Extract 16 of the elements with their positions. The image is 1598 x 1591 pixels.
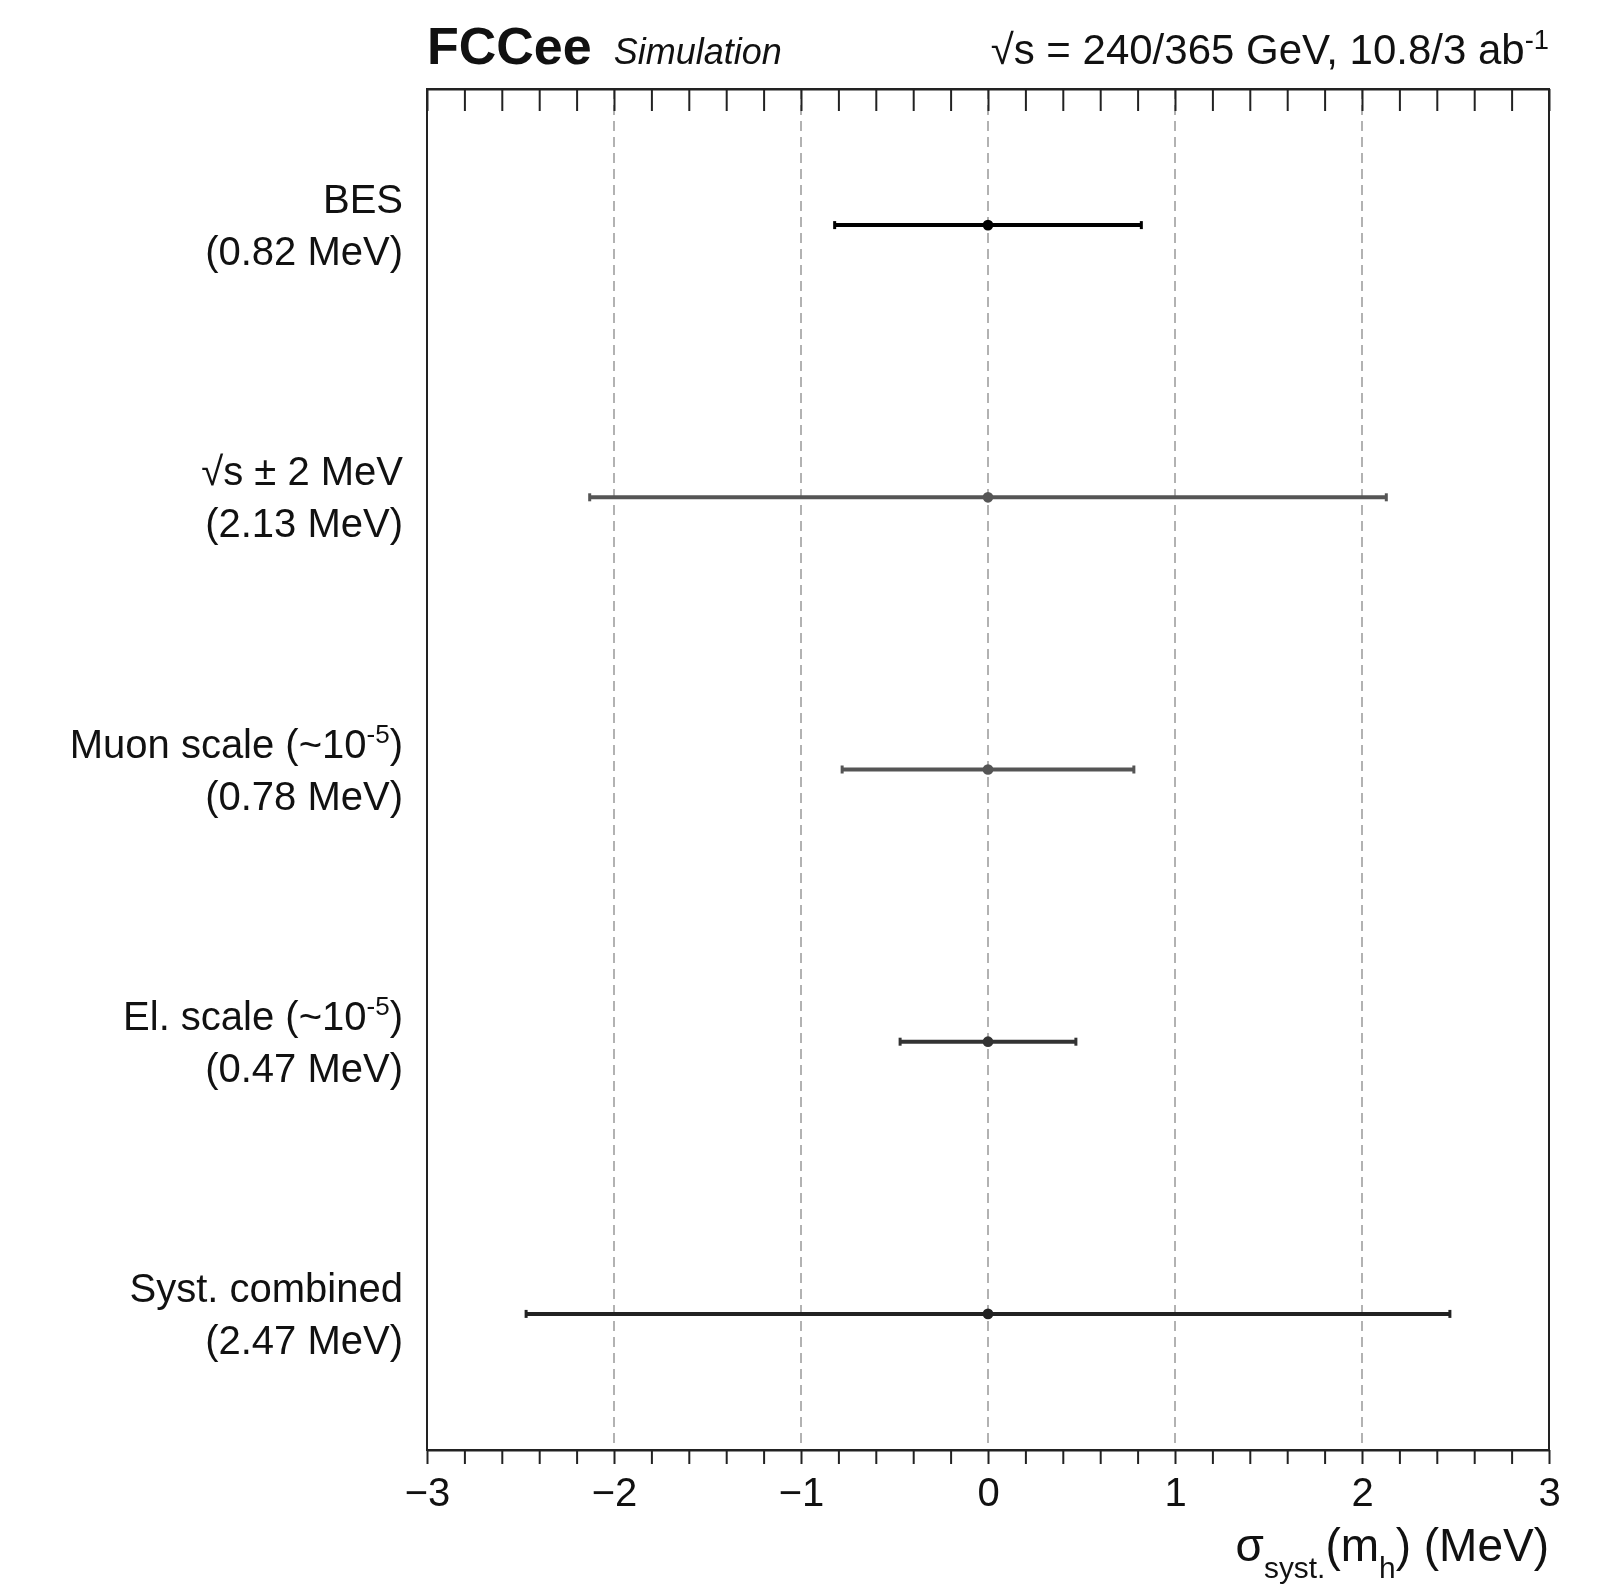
y-tick-label: BES (0.82 MeV) — [205, 177, 403, 274]
x-tick-label: 1 — [1164, 1470, 1187, 1514]
chart-subtitle: Simulation — [613, 31, 782, 72]
y-tick-label: Muon scale (~10$^{-5}$) (0.78 MeV) — [69, 718, 403, 818]
x-axis-title: σ$_{syst.}$(m$_{h}$) (MeV) — [1235, 1519, 1549, 1584]
y-tick-label: Syst. combined (2.47 MeV) — [129, 1265, 403, 1362]
x-tick-label: 0 — [977, 1470, 1000, 1514]
x-tick-label: 2 — [1351, 1470, 1374, 1514]
x-tick-label: −3 — [404, 1470, 451, 1514]
chart-title: FCCee — [427, 17, 592, 75]
x-tick-label: −1 — [778, 1470, 825, 1514]
y-tick-label: El. scale (~10$^{-5}$) (0.47 MeV) — [123, 990, 403, 1090]
y-tick-label: √s ± 2 MeV (2.13 MeV) — [201, 449, 404, 546]
text: √s = 240/365 GeV, 10.8/3 ab$^{-1}$ — [990, 23, 1549, 73]
x-tick-label: 3 — [1538, 1470, 1561, 1514]
x-tick-label: −2 — [591, 1470, 638, 1514]
